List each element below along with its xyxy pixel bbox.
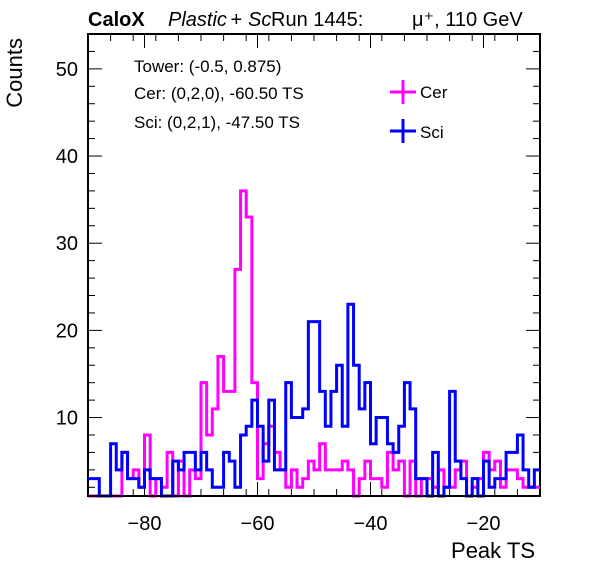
x-tick-label: −80 [128,513,162,535]
header-brand: CaloX [88,9,145,31]
series-cer-line [88,189,540,498]
axis-ticks [87,34,541,496]
y-tick-label: 30 [56,233,78,255]
legend-label-cer: Cer [420,83,448,102]
legend: Cer Sci [390,80,448,143]
x-tick-label: −40 [354,513,388,535]
y-tick-label: 10 [56,408,78,430]
series-sci-line [88,302,540,498]
x-tick-label: −60 [241,513,275,535]
annotation-sci: Sci: (0,2,1), -47.50 TS [134,113,300,132]
annotation-cer: Cer: (0,2,0), -60.50 TS [134,84,304,103]
y-tick-label: 20 [56,320,78,342]
header-plus: + [225,9,248,31]
y-tick-label: 40 [56,146,78,168]
header-run-info: Run 1445: [271,9,363,31]
series-layer [88,189,540,498]
header-particle: μ⁺, 110 GeV [412,9,523,31]
y-tick-label: 50 [56,59,78,81]
legend-label-sci: Sci [420,123,444,142]
x-axis-title: Peak TS [451,538,535,563]
plot-frame [87,33,541,497]
header-material-b: Sc [248,9,271,31]
tick-labels: −80 −60 −40 −20 10 20 30 40 50 [56,59,501,535]
annotation-tower: Tower: (-0.5, 0.875) [134,57,281,76]
y-axis-title: Counts [2,38,27,108]
x-tick-label: −20 [467,513,501,535]
header-material-a: Plastic [168,9,227,31]
